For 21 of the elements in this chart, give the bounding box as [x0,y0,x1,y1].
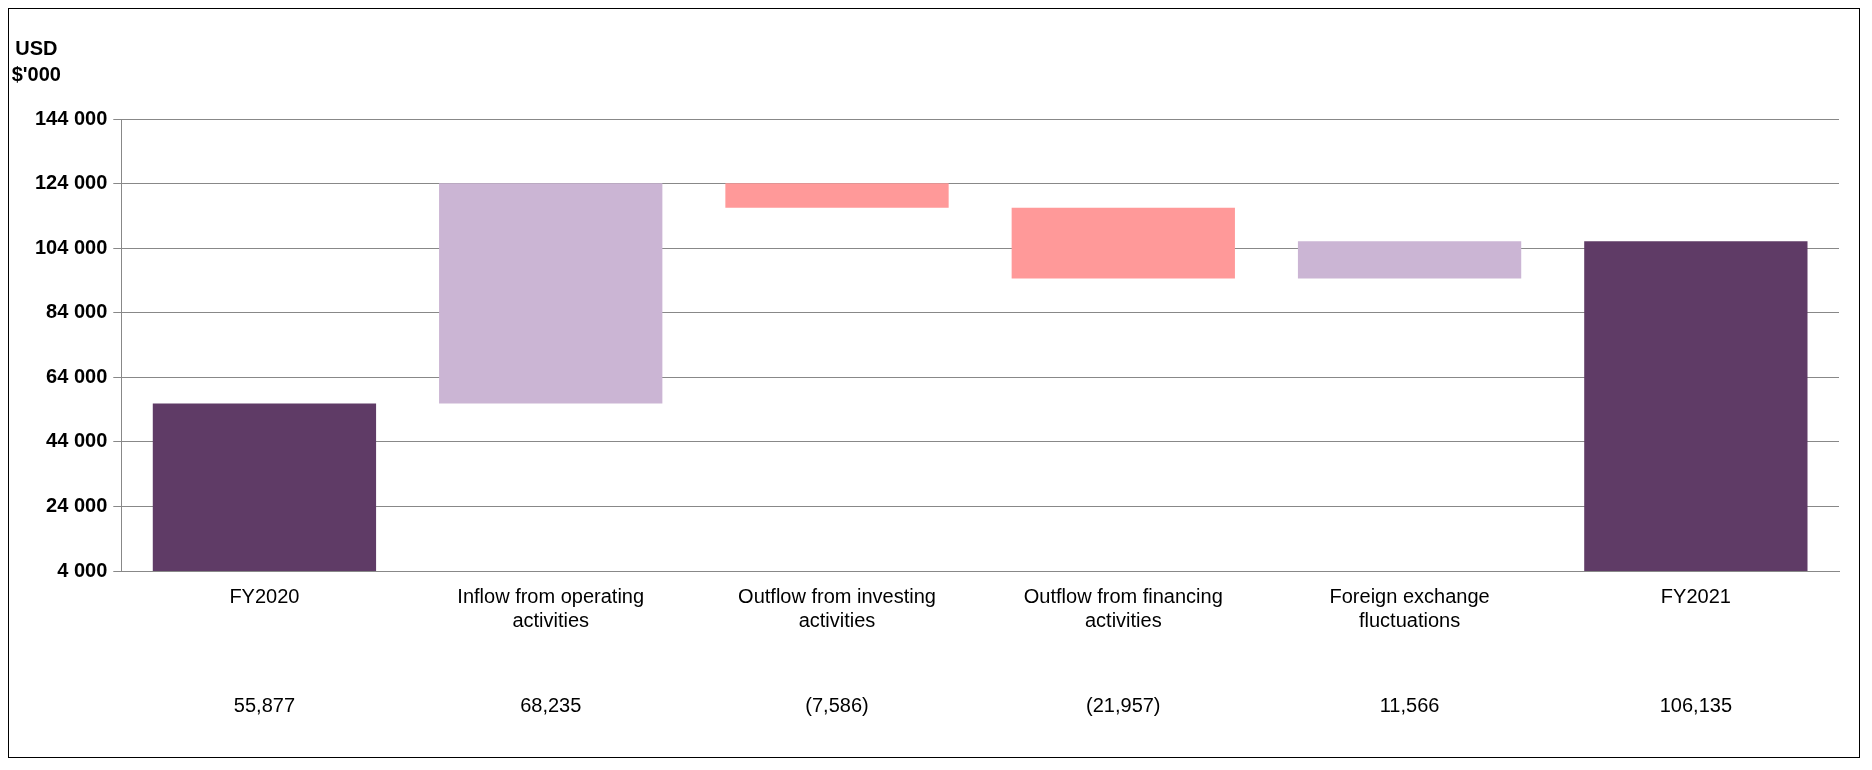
x-tick-label: Outflow from investing activities [738,584,936,631]
x-tick-label: FY2021 [1660,584,1731,607]
x-tick-label: Foreign exchange fluctuations [1329,584,1490,631]
data-label: 55,877 [233,693,296,716]
data-label: 68,235 [520,693,582,716]
y-tick-label: 104 000 [35,235,108,258]
y-tick-label: 44 000 [46,429,108,452]
x-tick-label: Outflow from financing activities [1023,584,1223,631]
y-tick-label: 24 000 [46,493,108,516]
data-label: (7,586) [805,693,869,716]
x-tick-label: FY2020 [229,584,300,607]
data-label: 106,135 [1659,693,1733,716]
data-label: 11,566 [1379,693,1440,716]
y-tick-label: 84 000 [46,300,108,323]
x-tick-label: Inflow from operating activities [457,584,645,631]
y-tick-label: 4 000 [57,558,108,581]
y-tick-label: 144 000 [35,106,108,129]
y-tick-label: 64 000 [46,364,108,387]
y-tick-label: 124 000 [35,171,108,194]
y-axis-title: USD $'000 [11,36,61,85]
data-label: (21,957) [1086,693,1161,716]
